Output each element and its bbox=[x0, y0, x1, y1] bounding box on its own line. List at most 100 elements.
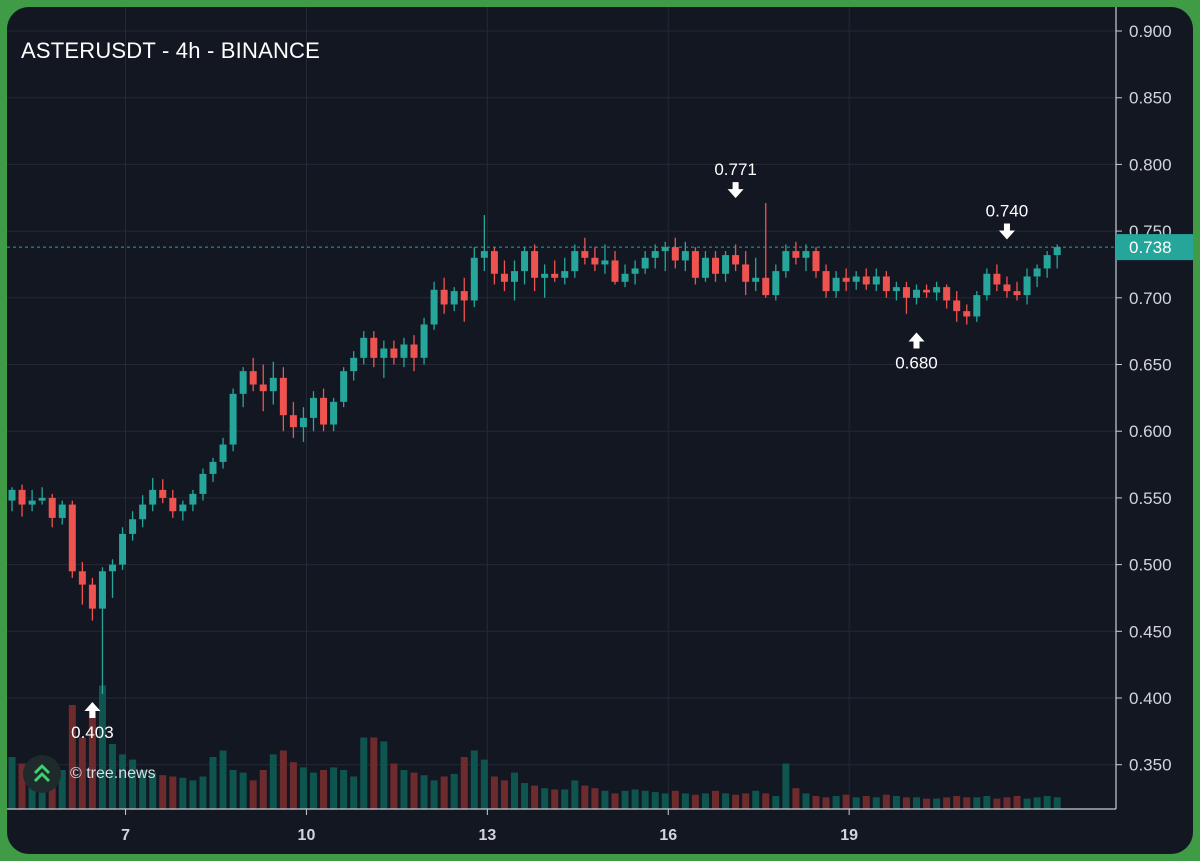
candle-body bbox=[98, 571, 106, 609]
volume-bar bbox=[239, 772, 247, 809]
volume-bar bbox=[209, 757, 217, 809]
volume-bar bbox=[973, 797, 981, 809]
volume-bar bbox=[340, 770, 348, 809]
current-price-label: 0.738 bbox=[1129, 238, 1172, 257]
volume-bar bbox=[832, 796, 840, 809]
arrow-down-icon bbox=[998, 223, 1015, 240]
candle-body bbox=[199, 473, 207, 494]
volume-bar bbox=[963, 797, 971, 809]
candle-body bbox=[561, 271, 569, 278]
volume-bar bbox=[330, 767, 338, 809]
volume-bar bbox=[772, 796, 780, 809]
volume-bar bbox=[119, 754, 127, 809]
candle-body bbox=[1003, 284, 1011, 292]
volume-bar bbox=[420, 775, 428, 809]
volume-bar bbox=[591, 788, 599, 809]
volume-bar bbox=[440, 776, 448, 809]
candle-body bbox=[149, 489, 157, 505]
candle-body bbox=[320, 397, 328, 425]
arrow-down-icon bbox=[727, 182, 744, 199]
volume-bar bbox=[450, 773, 458, 809]
volume-bar bbox=[852, 797, 860, 809]
volume-bar bbox=[792, 788, 800, 809]
volume-bar bbox=[762, 793, 770, 809]
candle-body bbox=[460, 291, 468, 301]
y-axis: 0.9000.8500.8000.7500.7000.6500.6000.550… bbox=[1115, 7, 1172, 809]
candle-body bbox=[420, 324, 428, 358]
candle-body bbox=[58, 504, 66, 518]
volume-bar bbox=[1023, 798, 1031, 809]
volume-bar bbox=[872, 797, 880, 809]
volume-bar bbox=[621, 790, 629, 809]
y-tick-label: 0.650 bbox=[1129, 356, 1172, 375]
volume-bar bbox=[521, 783, 529, 809]
volume-bar bbox=[631, 789, 639, 809]
watermark: © tree.news bbox=[23, 755, 156, 793]
volume-bar bbox=[400, 770, 408, 809]
volume-bar bbox=[712, 790, 719, 809]
volume-bar bbox=[571, 780, 579, 809]
candle-body bbox=[310, 397, 317, 418]
volume-bar bbox=[279, 750, 287, 809]
grid-lines bbox=[7, 7, 1116, 809]
current-price-tag bbox=[1116, 234, 1193, 261]
volume-bar bbox=[581, 785, 589, 809]
volume-bar bbox=[78, 737, 86, 809]
y-tick-label: 0.600 bbox=[1129, 422, 1172, 441]
x-axis: 7 10 13 16 19 bbox=[7, 808, 1116, 844]
volume-bar bbox=[58, 770, 66, 809]
volume-bar bbox=[490, 776, 498, 809]
volume-bar bbox=[691, 794, 699, 809]
candle-body bbox=[742, 264, 750, 282]
arrow-up-icon bbox=[908, 332, 925, 349]
y-tick-label: 0.550 bbox=[1129, 489, 1172, 508]
candle-body bbox=[661, 247, 669, 252]
annotation-label: 0.740 bbox=[986, 201, 1029, 220]
candle-body bbox=[299, 417, 307, 428]
candle-body bbox=[1053, 247, 1061, 256]
candle-body bbox=[38, 497, 46, 501]
candle-body bbox=[802, 251, 810, 258]
volume-bar bbox=[430, 780, 438, 809]
volume-bar bbox=[179, 777, 187, 809]
candle-body bbox=[641, 257, 649, 269]
candle-body bbox=[571, 251, 579, 272]
candle-body bbox=[611, 260, 619, 282]
volume-bar bbox=[561, 789, 569, 809]
candle-body bbox=[943, 287, 951, 301]
candle-body bbox=[671, 247, 679, 261]
candle-body bbox=[430, 289, 438, 325]
candle-body bbox=[631, 268, 639, 274]
volume-bar bbox=[149, 772, 157, 809]
candle-body bbox=[68, 504, 76, 572]
volume-bar bbox=[1003, 797, 1011, 809]
volume-bar bbox=[943, 797, 951, 809]
volume-bar bbox=[953, 796, 961, 809]
volume-bar bbox=[892, 796, 900, 809]
candle-body bbox=[88, 584, 96, 609]
candle-body bbox=[1033, 268, 1041, 277]
volume-bar bbox=[500, 780, 508, 809]
x-tick-label: 7 bbox=[121, 827, 130, 844]
candle-body bbox=[109, 564, 116, 572]
volume-bar bbox=[98, 685, 106, 809]
candle-body bbox=[139, 504, 147, 520]
y-tick-label: 0.700 bbox=[1129, 289, 1172, 308]
candle-body bbox=[993, 273, 1001, 285]
volume-bar bbox=[651, 792, 659, 809]
candle-body bbox=[480, 251, 488, 258]
volume-bar bbox=[701, 793, 709, 809]
volume-bar bbox=[742, 793, 750, 809]
candle-body bbox=[762, 277, 770, 296]
price-chart[interactable]: 0.9000.8500.8000.7500.7000.6500.6000.550… bbox=[7, 7, 1193, 854]
candle-body bbox=[902, 287, 910, 298]
volume-bar bbox=[88, 711, 96, 809]
volume-bar bbox=[380, 741, 388, 809]
arrow-up-icon bbox=[84, 701, 101, 718]
volume-bar bbox=[470, 750, 478, 809]
volume-bar bbox=[511, 772, 518, 809]
candle-body bbox=[822, 271, 830, 292]
candle-body bbox=[1013, 291, 1021, 296]
candle-body bbox=[963, 311, 971, 317]
y-tick-label: 0.850 bbox=[1129, 89, 1172, 108]
